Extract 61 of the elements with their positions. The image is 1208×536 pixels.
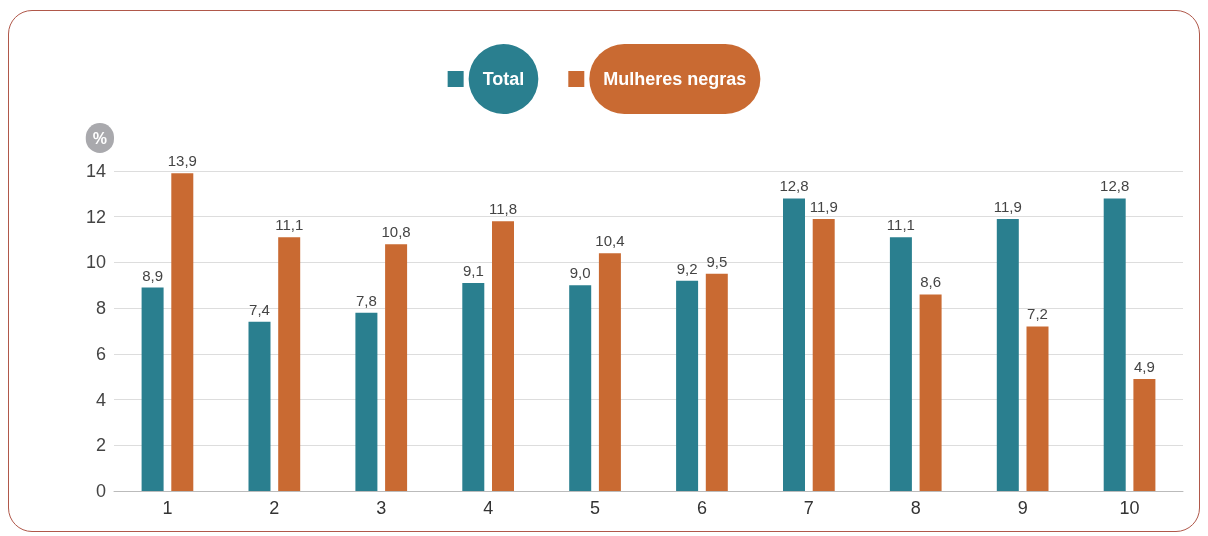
bar [385, 244, 408, 491]
data-label: 9,5 [706, 252, 728, 270]
data-label: 11,9 [809, 198, 838, 215]
x-tick-label: 3 [376, 498, 387, 518]
x-tick-label: 5 [590, 498, 601, 518]
bar [355, 312, 378, 491]
bar [1103, 198, 1126, 491]
bar [919, 294, 942, 491]
y-axis-title: % [92, 129, 107, 147]
bar [783, 198, 805, 491]
data-label: 10,4 [595, 232, 625, 250]
x-tick-label: 1 [162, 498, 173, 518]
x-tick-label: 7 [803, 498, 814, 518]
data-label: 4,9 [1133, 358, 1155, 375]
bar [278, 237, 301, 491]
y-tick-label: 0 [95, 481, 106, 501]
y-tick-label: 6 [95, 343, 106, 364]
legend-label: Total [482, 69, 525, 89]
data-label: 13,9 [167, 152, 197, 170]
x-tick-label: 4 [483, 498, 494, 518]
data-label: 8,9 [142, 266, 164, 284]
bar [598, 253, 621, 491]
bar [676, 280, 699, 491]
data-label: 7,4 [249, 300, 270, 318]
x-tick-label: 6 [696, 498, 707, 518]
bar [812, 219, 835, 491]
x-tick-label: 8 [910, 498, 921, 518]
bar [996, 219, 1019, 491]
data-label: 7,8 [355, 291, 377, 309]
data-label: 9,0 [569, 264, 591, 282]
x-tick-label: 2 [269, 498, 280, 518]
x-tick-label: 9 [1017, 498, 1028, 518]
bar [1026, 326, 1049, 491]
legend-label: Mulheres negras [603, 69, 747, 89]
data-label: 11,9 [993, 198, 1022, 215]
y-tick-label: 14 [85, 161, 106, 181]
bar [462, 283, 485, 491]
bar [248, 321, 271, 491]
bar [705, 273, 728, 491]
bar [889, 237, 912, 491]
data-label: 11,1 [275, 216, 304, 234]
data-label: 11,8 [488, 200, 518, 218]
y-tick-label: 12 [85, 206, 106, 227]
bar [1133, 379, 1156, 491]
x-tick-label: 10 [1119, 498, 1140, 518]
data-label: 12,8 [1100, 177, 1130, 195]
bar [569, 285, 592, 491]
bar [492, 221, 514, 491]
bar [141, 287, 164, 491]
data-label: 9,1 [462, 262, 484, 279]
y-tick-label: 4 [95, 389, 106, 410]
data-label: 12,8 [779, 177, 809, 195]
data-label: 11,1 [886, 216, 915, 234]
y-tick-label: 8 [95, 298, 106, 319]
data-label: 9,2 [676, 259, 698, 277]
data-label: 10,8 [381, 223, 411, 241]
bar [171, 173, 194, 491]
data-label: 8,6 [920, 273, 942, 291]
y-tick-label: 2 [95, 435, 106, 456]
data-label: 7,2 [1027, 305, 1048, 323]
y-tick-label: 10 [85, 252, 106, 273]
